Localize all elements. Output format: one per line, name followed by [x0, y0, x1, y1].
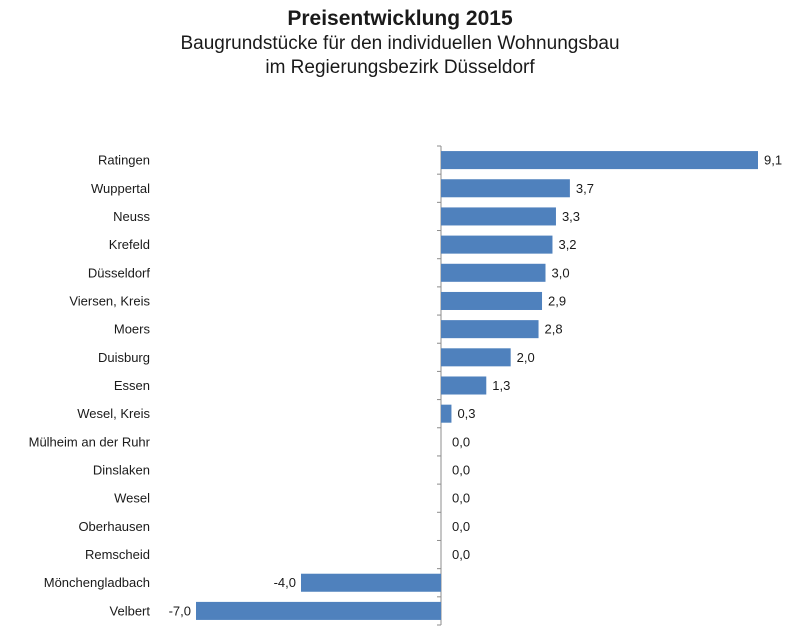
bar [441, 320, 539, 339]
bar [301, 573, 441, 592]
category-label: Mönchengladbach [44, 575, 150, 590]
bar [441, 404, 452, 423]
category-label: Wesel, Kreis [77, 406, 150, 421]
data-label: 0,0 [452, 463, 470, 478]
data-label: -4,0 [274, 575, 296, 590]
category-label: Duisburg [98, 350, 150, 365]
data-label: 3,0 [552, 265, 570, 280]
data-label: 2,8 [545, 322, 563, 337]
chart-title: Preisentwicklung 2015 [287, 7, 513, 30]
data-label: -7,0 [169, 603, 191, 618]
category-label: Ratingen [98, 153, 150, 168]
data-label: 0,0 [452, 434, 470, 449]
category-label: Moers [114, 322, 151, 337]
category-label: Mülheim an der Ruhr [29, 434, 151, 449]
chart-subtitle-line-1: Baugrundstücke für den individuellen Woh… [180, 33, 620, 54]
data-label: 2,0 [517, 350, 535, 365]
data-label: 2,9 [548, 293, 566, 308]
data-label: 9,1 [764, 153, 782, 168]
bar [196, 601, 441, 620]
data-label: 1,3 [492, 378, 510, 393]
bar [441, 235, 553, 254]
bar [441, 348, 511, 367]
bar [441, 151, 758, 170]
data-label: 0,0 [452, 547, 470, 562]
data-label: 3,2 [558, 237, 576, 252]
category-label: Essen [114, 378, 150, 393]
category-label: Remscheid [85, 547, 150, 562]
data-label: 3,3 [562, 209, 580, 224]
chart-subtitle-line-2: im Regierungsbezirk Düsseldorf [265, 57, 535, 78]
category-label: Wesel [114, 491, 150, 506]
data-label: 3,7 [576, 181, 594, 196]
data-label: 0,3 [457, 406, 475, 421]
category-label: Dinslaken [93, 463, 150, 478]
category-label: Velbert [110, 603, 151, 618]
category-label: Wuppertal [91, 181, 150, 196]
bar [441, 376, 487, 395]
chart-header: Preisentwicklung 2015 Baugrundstücke für… [0, 6, 800, 80]
data-label: 0,0 [452, 519, 470, 534]
category-label: Düsseldorf [88, 265, 151, 280]
category-label: Krefeld [109, 237, 150, 252]
category-label: Neuss [113, 209, 150, 224]
bar [441, 207, 556, 226]
bar [441, 291, 543, 310]
bar [441, 179, 570, 198]
data-label: 0,0 [452, 491, 470, 506]
category-label: Viersen, Kreis [69, 293, 150, 308]
category-label: Oberhausen [78, 519, 150, 534]
bar [441, 263, 546, 282]
